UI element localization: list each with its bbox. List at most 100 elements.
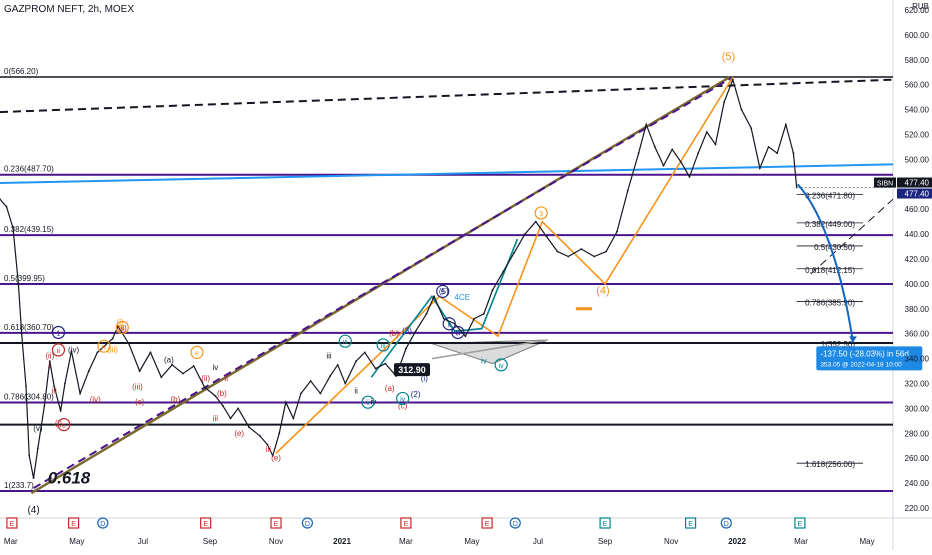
price-point xyxy=(300,392,302,395)
price-tick-label: 460.00 xyxy=(905,205,930,214)
price-point xyxy=(17,283,20,285)
price-point xyxy=(5,205,8,208)
fib-label: 0.618(360.70) xyxy=(4,323,54,332)
earnings-marker xyxy=(6,517,18,529)
wave-circle-label: e xyxy=(195,350,199,357)
price-point xyxy=(292,417,295,420)
wave-label: (ii) xyxy=(45,352,54,361)
price-point xyxy=(433,295,435,298)
price-point xyxy=(767,146,770,148)
price-point xyxy=(171,363,174,366)
wave-label: iii xyxy=(266,445,272,454)
price-tick-label: 420.00 xyxy=(905,255,930,264)
wave-label: (b) xyxy=(217,389,227,398)
price-point xyxy=(593,255,596,258)
price-point xyxy=(374,367,377,370)
price-point xyxy=(329,375,332,377)
earnings-marker xyxy=(481,517,493,529)
price-tick-label: 580.00 xyxy=(905,56,930,65)
wave-circle xyxy=(376,338,390,352)
price-point xyxy=(111,337,114,340)
price-point xyxy=(792,152,795,155)
price-point xyxy=(43,405,46,407)
price-point xyxy=(53,385,56,387)
price-point xyxy=(117,325,119,328)
price-tick-label: 520.00 xyxy=(905,130,930,139)
price-point xyxy=(653,146,656,148)
time-tick-label: 2021 xyxy=(333,537,351,546)
wave-circle xyxy=(396,391,410,406)
wave-label: (c) xyxy=(135,398,145,407)
event-marker-label: E xyxy=(485,521,490,528)
secondary-price-text: 477.40 xyxy=(905,190,930,199)
price-point xyxy=(266,443,269,446)
wave-circle-label: iii xyxy=(343,339,348,346)
price-point xyxy=(645,123,648,126)
wave-circle-label: iv xyxy=(499,363,505,370)
fib-right-label: 0.236(471.80) xyxy=(805,191,855,200)
wave-label: (b) xyxy=(170,395,180,404)
earnings-marker xyxy=(270,517,282,529)
wave-4-left-label: (4) xyxy=(27,505,39,516)
projection-arrowhead xyxy=(848,336,857,343)
time-tick-label: May xyxy=(69,537,84,546)
price-point xyxy=(580,248,583,250)
wave-label: (a) xyxy=(385,384,395,393)
price-point xyxy=(491,289,494,292)
price-point xyxy=(616,230,618,233)
wave-circle-label: iii xyxy=(120,325,125,332)
fib-right-label: 0.5(430.50) xyxy=(814,243,855,252)
price-point xyxy=(284,401,287,404)
price-point xyxy=(32,477,35,480)
price-point xyxy=(662,164,665,167)
wave-label: (a) xyxy=(164,355,174,364)
price-tick-label: 540.00 xyxy=(905,106,930,115)
price-point xyxy=(309,380,312,382)
price-tick-label: 240.00 xyxy=(905,479,930,488)
wave-circle-label: x xyxy=(447,322,451,329)
wave-circle-label: iv xyxy=(101,344,107,351)
price-point xyxy=(278,432,281,435)
wave-label: 4CE xyxy=(454,293,470,302)
trendline xyxy=(431,339,548,360)
price-tick-label: 280.00 xyxy=(905,429,930,438)
trendline xyxy=(0,78,894,114)
time-tick-label: Sep xyxy=(598,537,613,546)
earnings-marker xyxy=(400,517,412,529)
time-tick-label: Mar xyxy=(399,537,413,546)
wave-label: (i) xyxy=(117,318,124,327)
price-point xyxy=(502,270,505,273)
event-marker-label: D xyxy=(513,521,518,528)
price-point xyxy=(605,250,608,253)
price-point xyxy=(524,233,526,235)
wave-label: iii xyxy=(326,352,332,361)
wave-circle-label: iii xyxy=(381,343,386,350)
fib-label: 1(233.7) xyxy=(4,481,34,490)
price-point xyxy=(534,220,537,223)
price-point xyxy=(723,101,726,104)
wave-label: iii xyxy=(51,386,57,395)
projection-curve xyxy=(797,183,854,343)
earnings-marker xyxy=(599,517,611,529)
wave-path-blue xyxy=(370,238,519,378)
wave-5-label: (5) xyxy=(722,51,735,63)
event-marker-label: E xyxy=(274,521,279,528)
price-point xyxy=(714,143,717,146)
price-point xyxy=(482,312,485,315)
price-point xyxy=(405,347,407,350)
price-point xyxy=(28,454,31,457)
price-point xyxy=(513,251,516,254)
earnings-marker xyxy=(200,517,212,529)
last-price-tag xyxy=(897,177,932,188)
wave-circle-label: 5 xyxy=(441,289,445,296)
wave-label: iv xyxy=(213,363,219,372)
wave-circle-label: ii xyxy=(366,400,370,407)
wave-label: (c) xyxy=(398,401,408,410)
fib-right-label: 1.618(256.00) xyxy=(805,460,855,469)
time-tick-label: Mar xyxy=(794,537,808,546)
price-point xyxy=(705,131,708,133)
last-price-tag-text: 477.40 xyxy=(905,179,930,188)
wave-circle xyxy=(361,395,375,409)
wave-label: (e) xyxy=(271,454,281,463)
